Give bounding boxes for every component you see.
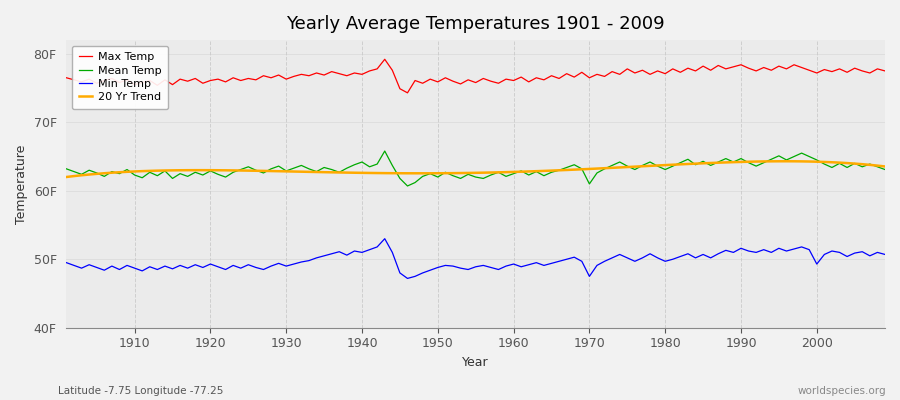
20 Yr Trend	[599, 166, 610, 170]
20 Yr Trend	[879, 164, 890, 169]
Min Temp	[402, 276, 413, 281]
Min Temp	[516, 264, 526, 269]
Mean Temp	[288, 166, 299, 170]
Min Temp	[334, 249, 345, 254]
Max Temp	[379, 57, 390, 62]
Mean Temp	[334, 170, 345, 175]
20 Yr Trend	[334, 170, 345, 175]
Mean Temp	[879, 167, 890, 172]
Text: worldspecies.org: worldspecies.org	[798, 386, 886, 396]
Legend: Max Temp, Mean Temp, Min Temp, 20 Yr Trend: Max Temp, Mean Temp, Min Temp, 20 Yr Tre…	[72, 46, 167, 109]
20 Yr Trend	[122, 170, 132, 174]
Line: Min Temp: Min Temp	[67, 239, 885, 278]
Mean Temp	[379, 149, 390, 154]
Max Temp	[288, 74, 299, 79]
20 Yr Trend	[500, 170, 511, 174]
Y-axis label: Temperature: Temperature	[15, 144, 28, 224]
Mean Temp	[615, 160, 626, 164]
20 Yr Trend	[781, 159, 792, 164]
Min Temp	[61, 260, 72, 265]
Min Temp	[122, 263, 132, 268]
Mean Temp	[516, 168, 526, 173]
Text: Latitude -7.75 Longitude -77.25: Latitude -7.75 Longitude -77.25	[58, 386, 224, 396]
20 Yr Trend	[61, 174, 72, 179]
Mean Temp	[122, 167, 132, 172]
Max Temp	[122, 78, 132, 82]
Min Temp	[379, 236, 390, 241]
Mean Temp	[524, 173, 535, 178]
Max Temp	[516, 75, 526, 80]
Min Temp	[524, 262, 535, 267]
Min Temp	[288, 262, 299, 266]
20 Yr Trend	[508, 170, 519, 174]
Max Temp	[61, 75, 72, 80]
Line: Max Temp: Max Temp	[67, 59, 885, 93]
Max Temp	[615, 72, 626, 77]
Title: Yearly Average Temperatures 1901 - 2009: Yearly Average Temperatures 1901 - 2009	[286, 15, 665, 33]
Min Temp	[615, 252, 626, 257]
Max Temp	[879, 68, 890, 73]
X-axis label: Year: Year	[463, 356, 489, 369]
20 Yr Trend	[288, 169, 299, 174]
Mean Temp	[61, 166, 72, 171]
Max Temp	[402, 90, 413, 95]
Max Temp	[524, 80, 535, 84]
Line: Mean Temp: Mean Temp	[67, 151, 885, 186]
Line: 20 Yr Trend: 20 Yr Trend	[67, 161, 885, 177]
Max Temp	[334, 71, 345, 76]
Min Temp	[879, 252, 890, 257]
Mean Temp	[402, 184, 413, 188]
